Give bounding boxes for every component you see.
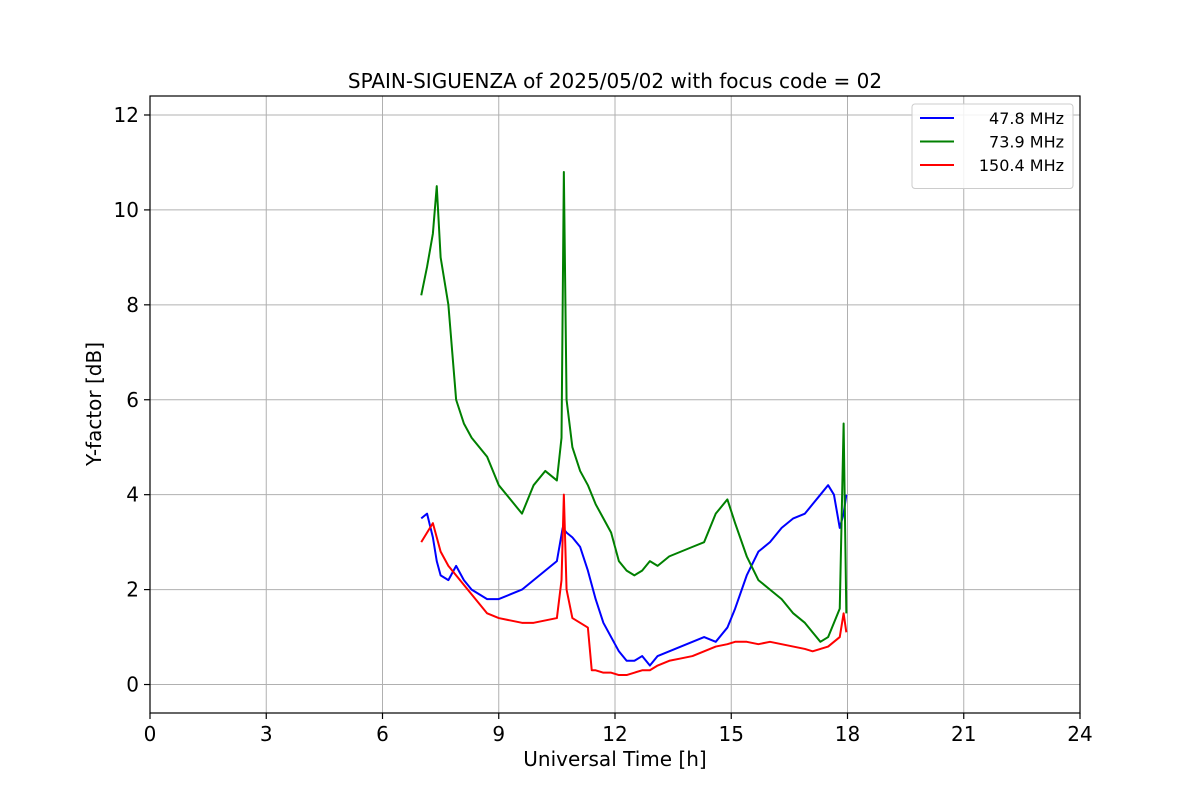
legend-box xyxy=(911,103,1074,189)
chart-title: SPAIN-SIGUENZA of 2025/05/02 with focus … xyxy=(348,69,882,93)
y-axis-label: Y-factor [dB] xyxy=(82,342,106,467)
legend-label-150-4-mhz: 150.4 MHz xyxy=(979,156,1064,175)
series-layer xyxy=(420,170,848,677)
series-line-47-8-mhz xyxy=(420,484,848,667)
y-tick-label: 8 xyxy=(126,293,139,317)
x-tick-label: 24 xyxy=(1067,722,1092,746)
legend-label-73-9-mhz: 73.9 MHz xyxy=(989,133,1064,152)
x-tick-label: 21 xyxy=(951,722,976,746)
y-tick-label: 10 xyxy=(114,198,139,222)
x-tick-label: 3 xyxy=(260,722,273,746)
y-tick-label: 2 xyxy=(126,578,139,602)
x-tick-label: 9 xyxy=(492,722,505,746)
x-axis-label: Universal Time [h] xyxy=(523,747,706,771)
y-tick-label: 4 xyxy=(126,483,139,507)
x-tick-label: 0 xyxy=(144,722,157,746)
x-tick-label: 18 xyxy=(835,722,860,746)
y-tick-label: 0 xyxy=(126,673,139,697)
legend-label-47-8-mhz: 47.8 MHz xyxy=(989,109,1064,128)
legend: 47.8 MHz 73.9 MHz 150.4 MHz xyxy=(911,103,1074,189)
x-tick-label: 12 xyxy=(602,722,627,746)
x-tick-label: 15 xyxy=(719,722,744,746)
series-line-73-9-mhz xyxy=(420,170,848,643)
y-tick-label: 6 xyxy=(126,388,139,412)
x-tick-label: 6 xyxy=(376,722,389,746)
y-tick-label: 12 xyxy=(114,103,139,127)
series-line-150-4-mhz xyxy=(420,493,848,677)
